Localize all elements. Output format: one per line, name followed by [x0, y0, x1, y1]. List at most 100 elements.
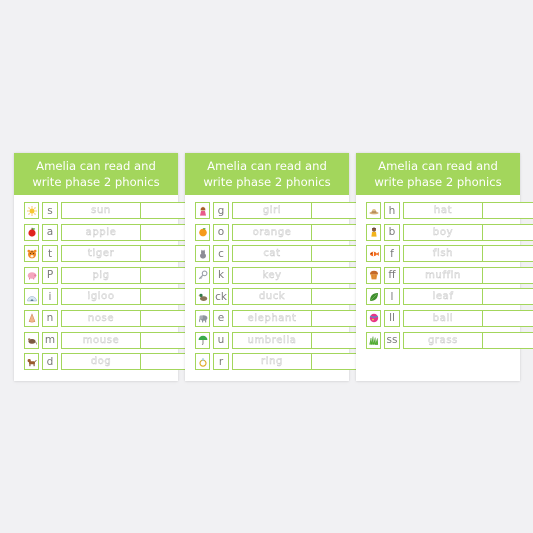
orange-icon — [198, 228, 207, 237]
word-row: h hat — [366, 202, 533, 219]
trace-word-box: igloo — [61, 288, 141, 306]
leaf-icon — [369, 292, 378, 301]
phoneme-box: l — [384, 288, 400, 306]
dog-icon — [27, 358, 37, 366]
muffin-icon — [369, 271, 378, 280]
word-row: u umbrella — [195, 331, 364, 349]
trace-word-box: ball — [403, 309, 483, 327]
phoneme-box: h — [384, 202, 400, 219]
phoneme-box: c — [213, 245, 229, 263]
word-row: g girl — [195, 202, 364, 219]
cat-icon — [199, 249, 206, 259]
sun-icon — [26, 205, 37, 216]
phonics-card-3: Amelia can read and write phase 2 phonic… — [356, 153, 533, 381]
picture-box — [24, 353, 39, 371]
trace-word-box: elephant — [232, 309, 312, 327]
key-icon — [198, 270, 207, 280]
picture-box — [366, 288, 381, 306]
trace-word-box: umbrella — [232, 331, 312, 349]
phoneme-box: f — [384, 245, 400, 263]
card-title: Amelia can read and write phase 2 phonic… — [14, 153, 178, 195]
picture-box — [24, 223, 39, 241]
trace-word-box: pig — [61, 266, 141, 284]
word-row: f fish — [366, 245, 533, 263]
picture-box — [24, 202, 39, 219]
picture-box — [24, 309, 39, 327]
picture-box — [366, 223, 381, 241]
phoneme-box: ff — [384, 266, 400, 284]
word-row: a apple — [24, 223, 193, 241]
nose-icon — [28, 313, 35, 323]
phoneme-box: o — [213, 223, 229, 241]
phoneme-box: i — [42, 288, 58, 306]
word-row: t tiger — [24, 245, 193, 263]
hat-icon — [368, 208, 379, 214]
girl-icon — [199, 206, 206, 216]
trace-word-box: dog — [61, 353, 141, 371]
phoneme-box: ss — [384, 331, 400, 349]
picture-box — [24, 266, 39, 284]
word-row: P pig — [24, 266, 193, 284]
phoneme-box: m — [42, 331, 58, 349]
card-title-line-2: write phase 2 phonics — [32, 175, 160, 189]
elephant-icon — [198, 315, 207, 323]
word-row: n nose — [24, 309, 193, 327]
card-title-line-1: Amelia can read and — [378, 159, 498, 173]
igloo-icon — [26, 296, 37, 302]
phoneme-box: g — [213, 202, 229, 219]
trace-word-box: key — [232, 266, 312, 284]
word-row: e elephant — [195, 309, 364, 327]
umbrella-icon — [198, 335, 207, 345]
card-title-line-1: Amelia can read and — [207, 159, 327, 173]
phoneme-box: a — [42, 223, 58, 241]
fish-icon — [369, 251, 379, 256]
picture-box — [195, 288, 210, 306]
trace-word-box: muffin — [403, 266, 483, 284]
tiger-icon — [27, 249, 36, 259]
word-row: ff muffin — [366, 266, 533, 284]
phoneme-box: e — [213, 309, 229, 327]
phoneme-box: b — [384, 223, 400, 241]
phoneme-box: n — [42, 309, 58, 327]
duck-icon — [197, 293, 207, 301]
write-box — [483, 288, 533, 306]
trace-word-box: tiger — [61, 245, 141, 263]
word-row: b boy — [366, 223, 533, 241]
word-row: s sun — [24, 202, 193, 219]
word-row: i igloo — [24, 288, 193, 306]
write-box — [483, 331, 533, 349]
trace-word-box: orange — [232, 223, 312, 241]
picture-box — [366, 309, 381, 327]
write-box — [483, 202, 533, 219]
phoneme-box: u — [213, 331, 229, 349]
picture-box — [195, 202, 210, 219]
trace-word-box: mouse — [61, 331, 141, 349]
picture-box — [195, 309, 210, 327]
mouse-icon — [27, 338, 37, 345]
trace-word-box: sun — [61, 202, 141, 219]
card-title-line-1: Amelia can read and — [36, 159, 156, 173]
grass-icon — [368, 336, 378, 345]
word-row: l leaf — [366, 288, 533, 306]
word-list: h hat b boy f fish ff muffin l leaf — [366, 202, 533, 353]
trace-word-box: cat — [232, 245, 312, 263]
picture-box — [366, 245, 381, 263]
phoneme-box: ck — [213, 288, 229, 306]
trace-word-box: hat — [403, 202, 483, 219]
picture-box — [195, 331, 210, 349]
phonics-card-1: Amelia can read and write phase 2 phonic… — [14, 153, 193, 381]
picture-box — [195, 353, 210, 371]
trace-word-box: leaf — [403, 288, 483, 306]
picture-box — [24, 288, 39, 306]
trace-word-box: grass — [403, 331, 483, 349]
phonics-card-2: Amelia can read and write phase 2 phonic… — [185, 153, 364, 381]
word-row: o orange — [195, 223, 364, 241]
word-row: m mouse — [24, 331, 193, 349]
card-title: Amelia can read and write phase 2 phonic… — [356, 153, 520, 195]
phoneme-box: r — [213, 353, 229, 371]
word-list: g girl o orange c cat k key ck duck — [195, 202, 364, 375]
write-box — [483, 266, 533, 284]
apple-icon — [27, 227, 36, 237]
trace-word-box: ring — [232, 353, 312, 371]
word-row: c cat — [195, 245, 364, 263]
